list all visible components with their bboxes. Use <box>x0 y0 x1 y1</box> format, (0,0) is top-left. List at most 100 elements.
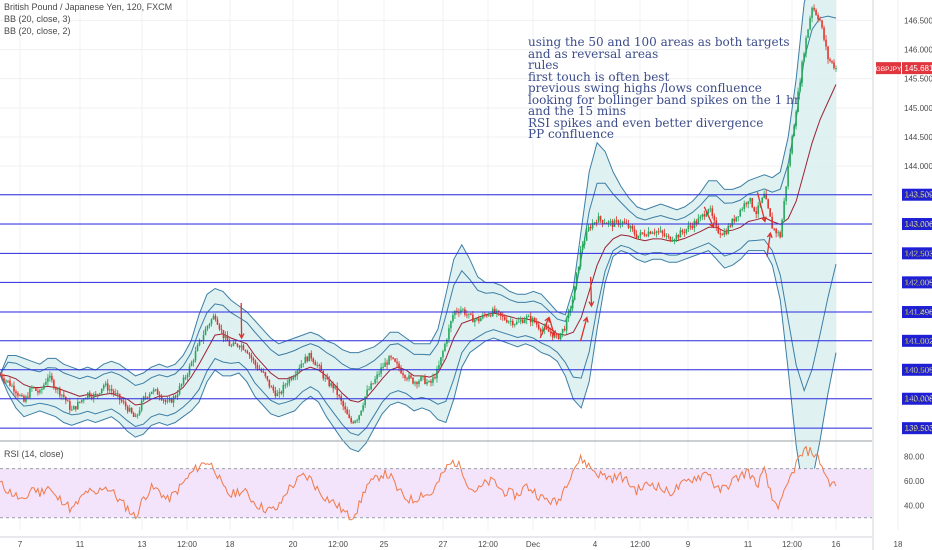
candle-body <box>719 232 722 235</box>
candle-body <box>296 370 299 376</box>
candle-body <box>767 199 769 209</box>
candle-body <box>505 319 508 323</box>
rsi-title: RSI (14, close) <box>4 449 64 459</box>
candle-body <box>444 343 446 352</box>
candle-body <box>270 386 273 388</box>
candle-body <box>232 342 235 346</box>
candle-body <box>290 378 293 380</box>
candle-body <box>168 398 171 401</box>
arrow-head <box>588 301 595 308</box>
candle-body <box>148 394 151 398</box>
candle-body <box>0 374 1 376</box>
x-tick-label: 12:00 <box>630 540 651 549</box>
arrow-head <box>761 216 767 223</box>
candle-body <box>386 362 388 365</box>
candle-body <box>108 389 111 391</box>
candle-body <box>422 376 424 378</box>
level-badge-label: 143.509 <box>905 191 932 200</box>
note-line: rules <box>528 58 559 72</box>
candle-body <box>276 393 279 397</box>
x-tick-label: 9 <box>686 540 691 549</box>
candle-body <box>280 391 283 394</box>
candle-body <box>661 230 664 234</box>
arrow-shaft <box>548 317 555 336</box>
candles <box>0 4 837 425</box>
candle-body <box>741 208 744 211</box>
candle-body <box>81 399 83 402</box>
candle-body <box>304 356 307 364</box>
candle-body <box>615 220 618 222</box>
candle-body <box>751 198 754 208</box>
candle-body <box>118 393 121 400</box>
rsi-line <box>0 445 837 521</box>
level-badge <box>902 334 932 347</box>
candle-body <box>597 216 600 223</box>
candle-body <box>731 218 734 227</box>
candle-body <box>238 346 241 348</box>
candle-body <box>711 208 714 216</box>
candle-body <box>787 165 789 187</box>
candle-body <box>533 318 536 323</box>
candle-body <box>59 388 61 396</box>
candle-body <box>831 60 833 63</box>
candle-body <box>460 309 462 313</box>
candle-body <box>236 343 239 347</box>
candle-body <box>330 383 333 387</box>
candle-body <box>747 201 750 205</box>
candle-body <box>164 400 167 402</box>
candle-body <box>368 389 370 391</box>
candle-body <box>392 357 394 359</box>
candle-body <box>396 361 398 364</box>
candle-body <box>653 232 656 234</box>
candle-body <box>352 422 354 424</box>
candle-body <box>440 357 442 366</box>
level-badge <box>902 276 932 289</box>
candle-body <box>635 234 638 239</box>
candle-body <box>703 214 706 217</box>
candle-body <box>182 377 185 384</box>
candle-body <box>701 214 704 217</box>
candle-body <box>769 208 771 217</box>
y-tick-label: 146.500 <box>904 16 932 25</box>
arrow-head <box>766 231 773 239</box>
candle-body <box>825 39 827 47</box>
candle-body <box>819 19 821 21</box>
candle-body <box>13 385 15 392</box>
candle-body <box>310 352 313 359</box>
candle-body <box>537 324 540 329</box>
y-tick-label: 140.500 <box>904 366 932 375</box>
candle-body <box>43 384 45 389</box>
candle-body <box>561 328 564 334</box>
price-axis[interactable]: 146.500 146.000 145.500 145.000 144.500 144.0… <box>872 0 932 550</box>
candle-body <box>314 362 317 366</box>
candle-body <box>833 62 835 69</box>
candle-body <box>214 315 217 320</box>
time-axis[interactable]: 7 11 13 12:00 18 20 12:00 25 27 12:00 Dec 4 12:00 9 11… <box>0 536 903 549</box>
arrow-shaft <box>766 233 772 257</box>
candle-body <box>180 383 183 387</box>
candle-body <box>591 223 594 229</box>
candle-body <box>162 399 165 401</box>
candle-body <box>817 14 819 20</box>
candle-body <box>328 379 331 387</box>
candle-body <box>57 388 59 390</box>
candle-body <box>114 393 117 395</box>
candle-body <box>549 331 552 334</box>
candle-body <box>186 374 189 378</box>
candle-body <box>625 222 628 224</box>
level-badge-label: 139.503 <box>905 424 932 433</box>
candle-body <box>414 382 416 384</box>
candle-body <box>41 388 43 390</box>
candle-body <box>707 209 710 214</box>
candle-body <box>739 210 742 217</box>
candle-body <box>73 406 75 410</box>
arrow-shaft <box>703 206 715 228</box>
candle-body <box>482 314 484 319</box>
rsi-pane <box>0 440 872 521</box>
candle-body <box>679 230 682 238</box>
candle-body <box>545 327 548 330</box>
candle-body <box>342 401 344 407</box>
candle-body <box>689 225 692 227</box>
candle-body <box>665 235 668 237</box>
candle-body <box>178 386 181 395</box>
